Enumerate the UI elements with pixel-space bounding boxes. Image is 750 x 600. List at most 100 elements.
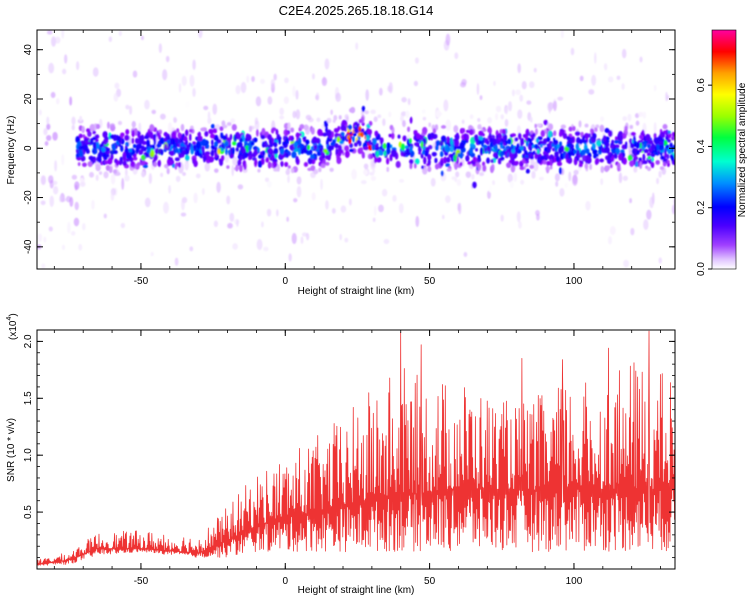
spectrogram-cell (180, 123, 185, 131)
spectrogram-cell (536, 213, 540, 221)
spectrogram-cell (608, 130, 613, 137)
spectrogram-cell (638, 157, 642, 161)
spectrogram-cell (338, 145, 342, 153)
spectrogram-cell (214, 124, 221, 131)
spectrogram-cell (92, 67, 99, 77)
spectrogram-cell (321, 77, 328, 87)
spectrogram-cell (43, 128, 48, 136)
spectrogram-cell (461, 119, 465, 124)
spectrogram-cell (414, 158, 420, 165)
spectrogram-cell (315, 92, 320, 101)
spectrogram-cell (349, 131, 352, 135)
spectrogram-cell (41, 263, 46, 269)
spectrogram-cell (378, 204, 384, 213)
spectrogram-cell (381, 188, 388, 197)
spectrogram-cell (254, 159, 258, 166)
spectrogram-cell (573, 157, 578, 166)
spectrogram-cell (655, 159, 660, 165)
spectrogram-cell (482, 164, 487, 172)
spectrogram-cell (372, 168, 376, 174)
spectrogram-cell (181, 198, 185, 211)
spectrogram-cell (325, 155, 330, 160)
spectrogram-cell (555, 181, 559, 187)
spectrogram-cell (515, 89, 521, 96)
spectrogram-cell (461, 128, 466, 133)
spectrogram-cell (144, 99, 150, 110)
spectrogram-cell (547, 102, 553, 112)
spectrogram-cell (554, 151, 559, 157)
spectrogram-cell (293, 198, 298, 203)
spectrogram-cell (469, 114, 474, 120)
spectrogram-cell (430, 177, 436, 187)
spectrogram-cell (267, 96, 273, 105)
spectrogram-cell (575, 143, 580, 151)
spectrogram-cell (422, 166, 428, 175)
spectrogram-cell (482, 144, 488, 149)
spectrogram-cell (46, 30, 53, 35)
spectrogram-cell (553, 100, 557, 112)
spectrogram-cell (118, 30, 122, 37)
spectrogram-cell (622, 116, 627, 122)
spectrogram-cell (232, 156, 238, 166)
spectrogram-cell (415, 215, 420, 228)
spectrogram-cell (537, 136, 543, 141)
spectrogram-cell (348, 198, 352, 206)
spectrogram-cell (459, 162, 463, 167)
spectrogram-cell (79, 178, 84, 182)
spectrogram-cell (266, 208, 272, 217)
spectrogram-cell (431, 151, 437, 157)
spectrogram-cell (267, 161, 272, 169)
spectrogram-cell (427, 166, 432, 172)
spectrogram-cell (671, 136, 675, 141)
spectrogram-cell (276, 209, 279, 217)
spectrogram-cell (62, 68, 67, 75)
spectrogram-cell (212, 103, 218, 115)
spectrogram-cell (516, 211, 521, 223)
spectrogram-cell (46, 116, 50, 125)
spectrogram-cell (589, 163, 592, 170)
spectrogram-cell (230, 118, 236, 124)
spectrogram-cell (557, 96, 564, 101)
spectrogram-cell (578, 120, 582, 128)
spectrogram-cell (375, 143, 379, 149)
spectrogram-cell (284, 77, 289, 84)
spectrogram-cell (383, 238, 390, 245)
spectrogram-cell (560, 124, 566, 129)
spectrogram-cell (166, 167, 170, 175)
spectrogram-cell (409, 159, 414, 164)
spectrogram-cell (666, 153, 670, 160)
spectrogram-cell (151, 109, 157, 115)
spectrogram-cell (454, 52, 459, 60)
spectrogram-cell (360, 128, 365, 133)
spectrogram-cell (226, 122, 232, 126)
spectrogram-cell (386, 157, 390, 165)
spectrogram-cell (621, 83, 625, 90)
spectrogram-cell (646, 209, 652, 220)
spectrogram-cell (372, 217, 376, 222)
spectrogram-cell (363, 163, 369, 169)
spectrogram-cell (164, 164, 169, 169)
spectrogram-cell (246, 75, 250, 83)
spectrogram-cell (352, 132, 357, 137)
spectrogram-cell (559, 188, 565, 197)
spectrogram-cell (511, 89, 515, 97)
spectrogram-cell (232, 243, 238, 250)
spectrogram-cell (178, 83, 182, 93)
spectrogram-cell (585, 200, 591, 211)
spectrogram-cell (260, 78, 265, 84)
spectrogram-cell (370, 109, 376, 115)
spectrogram-cell (497, 158, 502, 165)
spectrogram-cell (132, 70, 138, 78)
spectrogram-cell (273, 147, 279, 155)
spectrogram-cell (217, 148, 221, 155)
spectrogram-cell (386, 142, 391, 150)
spectrogram-cell (465, 171, 471, 178)
spectrogram-cell (584, 133, 590, 139)
spectrogram-cell (251, 76, 255, 83)
spectrogram-cell (124, 168, 128, 177)
spectrogram-cell (636, 150, 640, 155)
spectrogram-cell (529, 81, 535, 89)
spectrogram-cell (373, 206, 377, 216)
spectrogram-cell (607, 236, 613, 245)
spectrogram-cell (341, 119, 347, 126)
